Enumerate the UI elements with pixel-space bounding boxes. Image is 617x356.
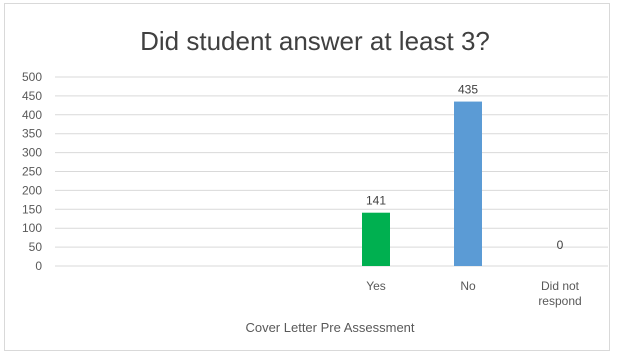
y-tick-label: 200 [22,183,42,197]
y-tick-label: 50 [29,240,43,254]
y-tick-label: 0 [35,259,42,273]
y-tick-label: 450 [22,89,42,103]
y-tick-label: 100 [22,221,42,235]
bar-no [454,101,482,266]
data-label: 435 [458,83,478,97]
category-label-line: respond [538,294,581,308]
category-label: No [460,279,476,293]
y-tick-label: 350 [22,127,42,141]
y-tick-label: 150 [22,202,42,216]
category-label-line: No [460,279,476,293]
y-tick-label: 400 [22,108,42,122]
data-label: 141 [366,194,386,208]
y-tick-label: 250 [22,165,42,179]
chart-frame [4,3,610,351]
data-label: 0 [557,238,564,252]
bar-yes [362,212,390,266]
data-labels: 141 435 0 [366,83,564,252]
y-tick-label: 300 [22,146,42,160]
category-label: Yes [366,279,386,293]
y-axis-tick-labels: 0 50 100 150 200 250 300 350 400 450 500 [22,70,42,273]
category-label: Did not respond [538,279,581,308]
category-label-line: Yes [366,279,386,293]
x-axis-title: Cover Letter Pre Assessment [245,320,414,335]
x-axis-category-labels: Yes No Did not respond [366,279,581,308]
bars [362,101,482,266]
y-tick-label: 500 [22,70,42,84]
category-label-line: Did not [541,279,580,293]
chart-title: Did student answer at least 3? [140,26,490,56]
gridlines [55,76,608,267]
